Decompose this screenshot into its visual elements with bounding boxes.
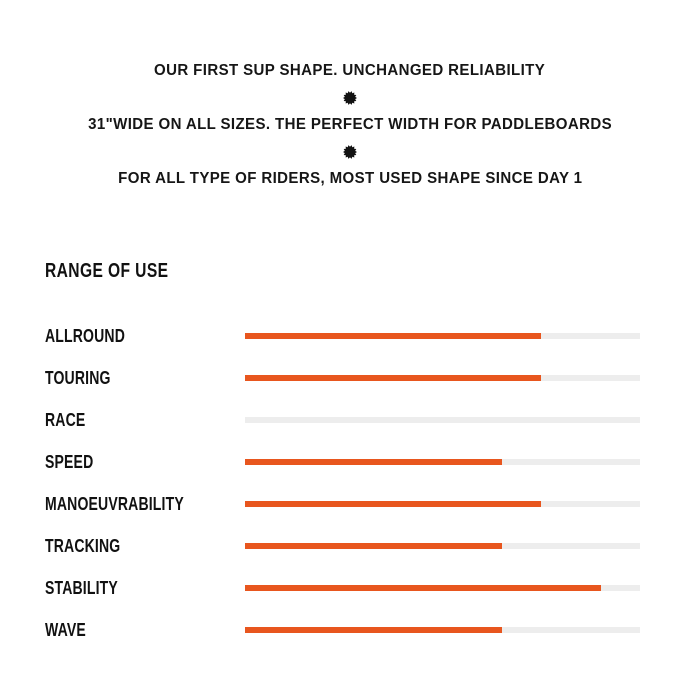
bar-track	[245, 375, 640, 381]
row-label: SPEED	[45, 451, 94, 472]
chart-row: SPEED	[45, 441, 640, 483]
burst-shape	[343, 91, 357, 105]
bar-track	[245, 417, 640, 423]
burst-dot-icon	[343, 91, 357, 105]
header-line-2: 31"WIDE ON ALL SIZES. THE PERFECT WIDTH …	[88, 116, 612, 133]
bar-fill	[245, 333, 542, 339]
bar-track	[245, 543, 640, 549]
chart-row: WAVE	[45, 609, 640, 651]
row-label: TRACKING	[45, 535, 121, 556]
bar-track	[245, 627, 640, 633]
bar-track	[245, 585, 640, 591]
chart-row: TRACKING	[45, 525, 640, 567]
bar-fill	[245, 627, 502, 633]
chart-row: TOURING	[45, 357, 640, 399]
section-title: RANGE OF USE	[45, 260, 169, 282]
chart-row: ALLROUND	[45, 315, 640, 357]
bar-track	[245, 333, 640, 339]
header-line-3: FOR ALL TYPE OF RIDERS, MOST USED SHAPE …	[117, 170, 583, 187]
bar-fill	[245, 459, 502, 465]
row-label: STABILITY	[45, 577, 118, 598]
burst-shape	[343, 145, 357, 159]
bar-fill	[245, 375, 542, 381]
bar-fill	[245, 501, 542, 507]
header-line-1: OUR FIRST SUP SHAPE. UNCHANGED RELIABILI…	[154, 62, 546, 79]
burst-dot-icon	[343, 145, 357, 159]
bar-track	[245, 501, 640, 507]
bar-fill	[245, 543, 502, 549]
row-label: WAVE	[45, 619, 86, 640]
range-of-use-chart: ALLROUND TOURING RACE SPEED MANOEUVRABILITY T…	[45, 315, 640, 651]
bar-track	[245, 459, 640, 465]
header: OUR FIRST SUP SHAPE. UNCHANGED RELIABILI…	[0, 62, 700, 188]
row-label: TOURING	[45, 367, 111, 388]
chart-row: STABILITY	[45, 567, 640, 609]
row-label: MANOEUVRABILITY	[45, 493, 184, 514]
row-label: RACE	[45, 409, 86, 430]
chart-row: MANOEUVRABILITY	[45, 483, 640, 525]
bar-fill	[245, 585, 601, 591]
row-label: ALLROUND	[45, 325, 126, 346]
chart-row: RACE	[45, 399, 640, 441]
